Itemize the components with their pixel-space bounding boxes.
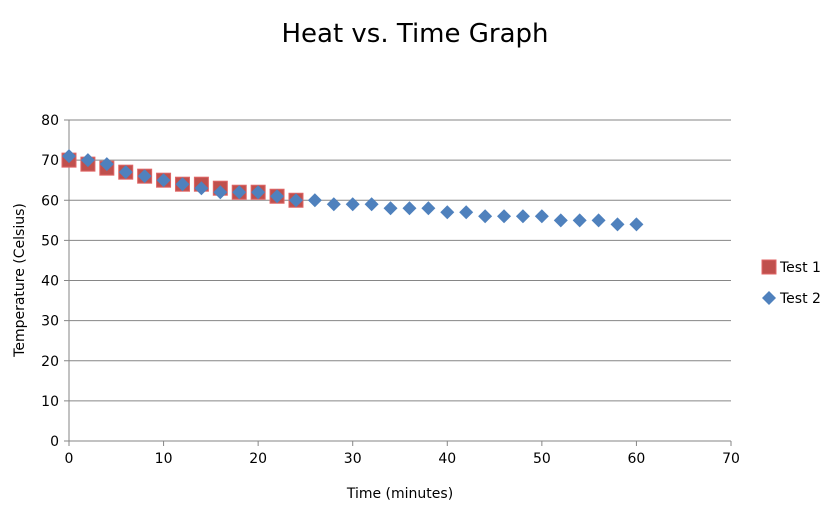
x-tick-label: 60 (628, 451, 646, 467)
data-point (156, 173, 171, 188)
data-point (270, 189, 285, 204)
legend-label: Test 2 (779, 291, 821, 307)
data-point (497, 209, 512, 224)
data-point (345, 197, 360, 212)
data-point (213, 185, 228, 200)
data-point (137, 169, 152, 184)
data-point (629, 217, 644, 232)
data-point (288, 193, 303, 208)
data-point (232, 185, 247, 200)
data-point (553, 213, 568, 228)
data-point (440, 205, 455, 220)
legend-marker (762, 291, 776, 305)
y-tick-label: 10 (41, 394, 59, 410)
data-point (591, 213, 606, 228)
x-tick-label: 0 (65, 451, 74, 467)
y-tick-label: 30 (41, 314, 59, 330)
x-tick-label: 30 (344, 451, 362, 467)
y-tick-label: 60 (41, 193, 59, 209)
x-tick-label: 20 (249, 451, 267, 467)
data-point (194, 181, 209, 196)
data-point (251, 185, 266, 200)
data-point (326, 197, 341, 212)
x-tick-label: 10 (155, 451, 173, 467)
y-axis-label: Temperature (Celsius) (12, 203, 28, 358)
legend-marker (761, 259, 777, 275)
y-tick-label: 0 (50, 434, 59, 450)
data-point (99, 157, 114, 172)
data-point (610, 217, 625, 232)
data-point (421, 201, 436, 216)
x-tick-label: 70 (722, 451, 740, 467)
data-point (364, 197, 379, 212)
data-point (118, 165, 133, 180)
x-tick-label: 50 (533, 451, 551, 467)
data-point (383, 201, 398, 216)
data-point (62, 149, 76, 164)
data-point (459, 205, 474, 220)
y-tick-label: 20 (41, 354, 59, 370)
data-point (515, 209, 530, 224)
legend-label: Test 1 (779, 260, 821, 276)
data-point (402, 201, 417, 216)
y-tick-label: 70 (41, 153, 59, 169)
y-tick-label: 80 (41, 113, 59, 129)
data-point (175, 177, 190, 192)
data-point (80, 153, 95, 168)
chart-title: Heat vs. Time Graph (281, 19, 548, 49)
x-tick-label: 40 (438, 451, 456, 467)
y-tick-label: 40 (41, 274, 59, 290)
data-point (307, 193, 322, 208)
data-point (478, 209, 493, 224)
y-tick-label: 50 (41, 233, 59, 249)
data-point (534, 209, 549, 224)
data-point (572, 213, 587, 228)
x-axis-label: Time (minutes) (346, 486, 453, 502)
